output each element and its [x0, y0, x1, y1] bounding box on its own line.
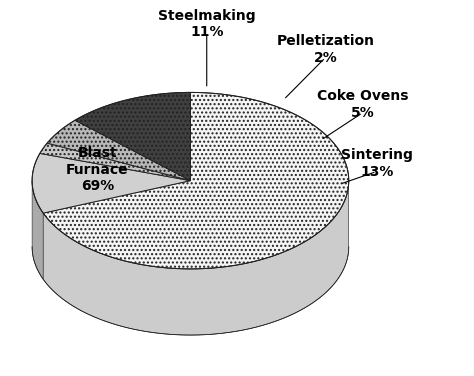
Polygon shape [32, 153, 191, 213]
Polygon shape [40, 143, 191, 180]
Polygon shape [32, 181, 43, 279]
Text: 2%: 2% [314, 51, 337, 65]
Polygon shape [75, 92, 191, 180]
Polygon shape [43, 92, 349, 269]
Text: 13%: 13% [360, 165, 393, 179]
Text: Sintering: Sintering [341, 148, 413, 162]
Text: 5%: 5% [351, 106, 374, 120]
Text: Pelletization: Pelletization [276, 34, 374, 48]
Text: Coke Ovens: Coke Ovens [317, 89, 409, 103]
Text: Steelmaking: Steelmaking [158, 9, 255, 23]
Text: Blast
Furnace
69%: Blast Furnace 69% [66, 146, 128, 193]
Text: 11%: 11% [190, 25, 223, 39]
Polygon shape [43, 183, 349, 335]
Polygon shape [47, 120, 191, 180]
